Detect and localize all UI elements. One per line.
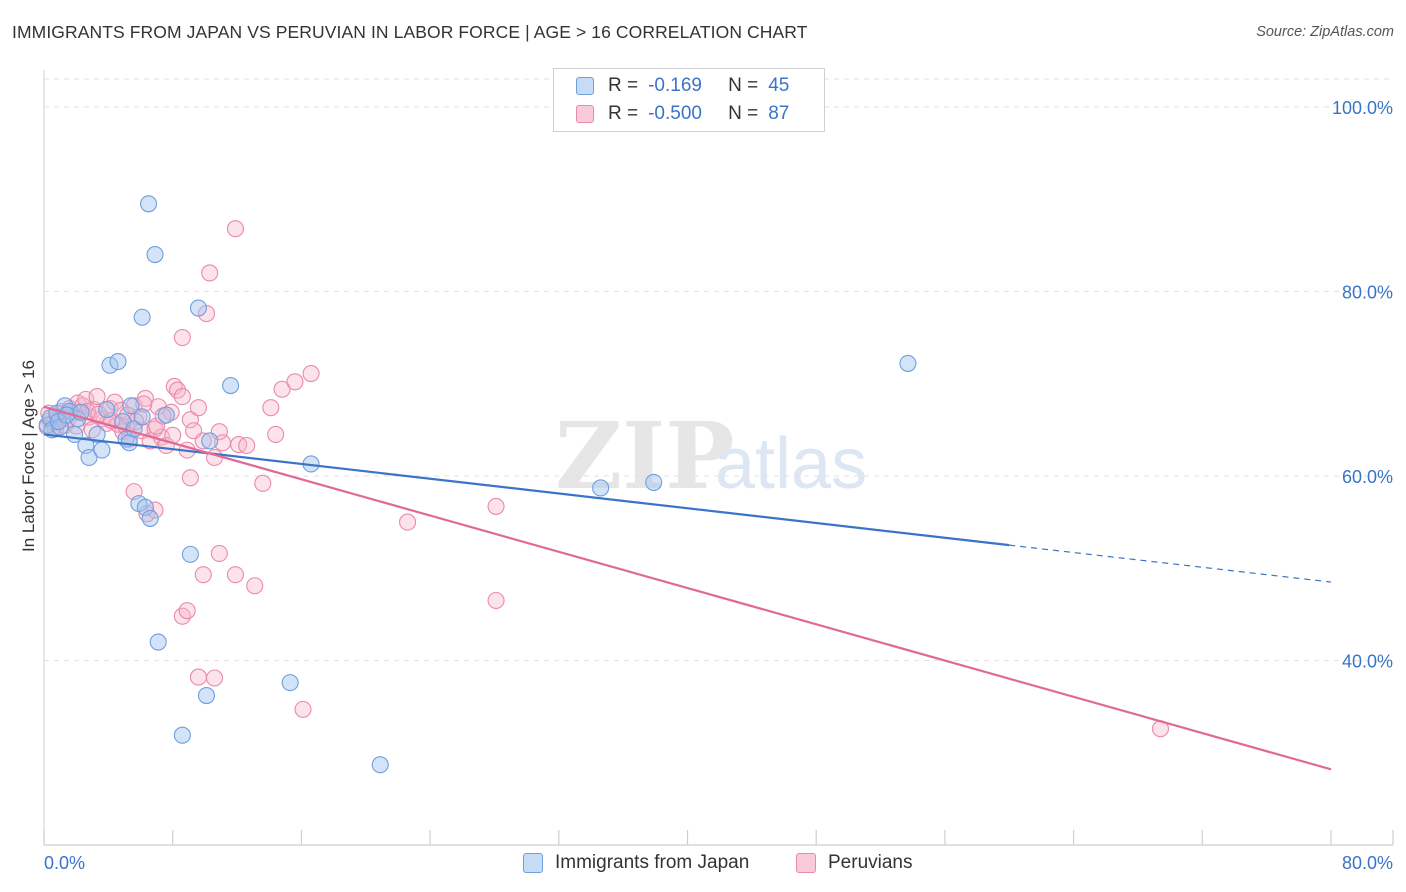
- japan-point: [122, 397, 140, 415]
- y-tick-label: 80.0%: [1342, 282, 1393, 302]
- watermark: ZIP atlas: [555, 402, 867, 510]
- peruvian-point: [173, 388, 191, 406]
- japan-point: [899, 354, 917, 372]
- japan-point: [173, 726, 191, 744]
- japan-legend-label: Immigrants from Japan: [555, 852, 750, 873]
- y-tick-label: 100.0%: [1332, 98, 1393, 118]
- peruvian-point: [173, 607, 191, 625]
- peruvian-point: [88, 388, 106, 406]
- peruvian-point: [181, 469, 199, 487]
- japan-point: [101, 356, 119, 374]
- peruvian-point: [162, 403, 180, 421]
- japan-n-value: 45: [768, 75, 790, 96]
- legend-row-peruvians: R = -0.500 N = 87: [576, 102, 789, 126]
- watermark-atlas: atlas: [715, 424, 867, 504]
- japan-point: [149, 633, 167, 651]
- peruvian-point: [194, 566, 212, 584]
- peruvians-trend-line: [43, 405, 1332, 771]
- japan-trend-extension: [1009, 544, 1332, 583]
- peruvians-swatch: [576, 105, 594, 123]
- y-axis-label: In Labor Force | Age > 16: [19, 360, 38, 552]
- peruvian-point: [487, 591, 505, 610]
- correlation-legend: R = -0.169 N = 45 R = -0.500 N = 87: [553, 68, 825, 132]
- peruvians-r-value: -0.500: [648, 103, 702, 124]
- peruvians-legend-label: Peruvians: [828, 852, 913, 873]
- peruvian-point: [487, 497, 505, 515]
- n-label: N =: [728, 103, 759, 124]
- japan-point: [98, 400, 116, 419]
- japan-point: [645, 473, 663, 491]
- peruvian-point: [178, 602, 196, 620]
- y-tick-label: 40.0%: [1342, 651, 1393, 671]
- x-tick-label-end: 80.0%: [1342, 853, 1393, 873]
- peruvian-point: [189, 399, 207, 417]
- r-label: R =: [608, 103, 639, 124]
- peruvian-point: [181, 411, 199, 429]
- peruvian-point: [135, 395, 153, 413]
- n-label: N =: [728, 75, 759, 96]
- peruvian-point: [399, 513, 417, 531]
- source-label: Source: ZipAtlas.com: [1256, 24, 1394, 40]
- peruvian-point: [294, 700, 312, 718]
- y-tick-labels: 100.0% 80.0% 60.0% 40.0%: [1332, 98, 1393, 672]
- japan-point: [140, 195, 158, 213]
- peruvian-point: [302, 364, 320, 383]
- japan-points: [38, 195, 917, 774]
- japan-point: [222, 376, 240, 395]
- axes: [43, 70, 1393, 846]
- peruvian-point: [226, 220, 244, 238]
- peruvian-point: [238, 436, 256, 455]
- japan-swatch: [576, 77, 594, 95]
- peruvian-point: [194, 432, 212, 450]
- japan-point: [189, 299, 207, 317]
- peruvian-point: [246, 577, 264, 595]
- chart-title: IMMIGRANTS FROM JAPAN VS PERUVIAN IN LAB…: [12, 22, 808, 42]
- peruvian-point: [205, 669, 224, 687]
- peruvian-point: [146, 501, 164, 519]
- peruvian-point: [189, 668, 207, 686]
- peruvian-point: [83, 421, 101, 439]
- peruvian-point: [254, 474, 272, 492]
- peruvian-point: [262, 399, 280, 417]
- japan-point: [181, 545, 199, 563]
- peruvian-point: [226, 566, 244, 584]
- japan-legend-swatch: [523, 853, 543, 873]
- japan-point: [133, 408, 151, 426]
- japan-point: [146, 245, 164, 264]
- x-ticks: [43, 830, 1394, 845]
- peruvian-point: [148, 417, 166, 435]
- japan-point: [197, 686, 216, 705]
- trend-lines: [43, 405, 1332, 771]
- y-tick-label: 60.0%: [1342, 467, 1393, 487]
- japan-point: [592, 479, 610, 497]
- gridlines: [44, 78, 1393, 661]
- peruvian-point: [173, 329, 191, 347]
- japan-point: [371, 756, 389, 774]
- peruvians-n-value: 87: [768, 103, 790, 124]
- japan-point: [281, 674, 299, 692]
- japan-r-value: -0.169: [648, 75, 702, 96]
- japan-point: [80, 448, 98, 467]
- bottom-legend-japan: Immigrants from Japan: [523, 852, 749, 874]
- r-label: R =: [608, 75, 639, 96]
- bottom-legend-peruvians: Peruvians: [796, 852, 913, 874]
- peruvian-point: [210, 544, 228, 563]
- peruvians-legend-swatch: [796, 853, 816, 873]
- watermark-zip: ZIP: [555, 402, 734, 510]
- legend-row-japan: R = -0.169 N = 45: [576, 74, 789, 98]
- x-tick-label-start: 0.0%: [44, 853, 85, 873]
- peruvian-point: [267, 425, 285, 443]
- japan-point: [93, 441, 111, 459]
- japan-point: [133, 308, 151, 326]
- peruvian-point: [286, 373, 304, 391]
- japan-point: [109, 352, 127, 371]
- peruvian-point: [201, 264, 219, 282]
- japan-point: [157, 406, 175, 424]
- japan-point: [88, 425, 106, 443]
- japan-point: [141, 509, 159, 527]
- japan-point: [136, 498, 154, 516]
- japan-point: [201, 432, 219, 450]
- peruvian-point: [273, 380, 291, 398]
